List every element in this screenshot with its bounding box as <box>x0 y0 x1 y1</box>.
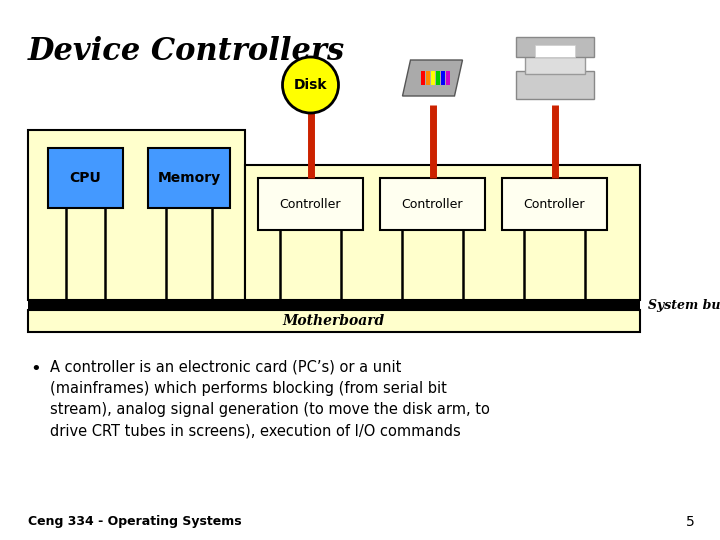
FancyBboxPatch shape <box>258 178 363 230</box>
Text: Controller: Controller <box>523 198 585 211</box>
FancyBboxPatch shape <box>516 71 593 99</box>
Text: stream), analog signal generation (to move the disk arm, to: stream), analog signal generation (to mo… <box>50 402 490 417</box>
FancyBboxPatch shape <box>245 165 640 300</box>
Text: •: • <box>30 360 41 378</box>
FancyBboxPatch shape <box>28 300 640 310</box>
Text: Controller: Controller <box>402 198 463 211</box>
Polygon shape <box>402 60 462 96</box>
FancyBboxPatch shape <box>502 178 607 230</box>
Polygon shape <box>441 71 444 85</box>
Text: Disk: Disk <box>294 78 328 92</box>
Polygon shape <box>446 71 449 85</box>
FancyBboxPatch shape <box>28 310 640 332</box>
FancyBboxPatch shape <box>148 148 230 208</box>
FancyBboxPatch shape <box>516 37 593 57</box>
FancyBboxPatch shape <box>380 178 485 230</box>
Polygon shape <box>426 71 430 85</box>
Polygon shape <box>436 71 439 85</box>
FancyBboxPatch shape <box>48 148 123 208</box>
Text: Ceng 334 - Operating Systems: Ceng 334 - Operating Systems <box>28 516 242 529</box>
Polygon shape <box>420 71 425 85</box>
Text: Device Controllers: Device Controllers <box>28 37 345 68</box>
Text: 5: 5 <box>686 515 695 529</box>
Text: CPU: CPU <box>70 171 102 185</box>
Text: Controller: Controller <box>280 198 341 211</box>
FancyBboxPatch shape <box>524 52 585 74</box>
Text: (mainframes) which performs blocking (from serial bit: (mainframes) which performs blocking (fr… <box>50 381 447 396</box>
Ellipse shape <box>282 57 338 113</box>
Text: A controller is an electronic card (PC’s) or a unit: A controller is an electronic card (PC’s… <box>50 360 401 375</box>
Text: Motherboard: Motherboard <box>283 314 385 328</box>
Text: drive CRT tubes in screens), execution of I/O commands: drive CRT tubes in screens), execution o… <box>50 423 461 438</box>
Text: System bus: System bus <box>648 299 720 312</box>
FancyBboxPatch shape <box>28 130 245 300</box>
Text: Memory: Memory <box>158 171 220 185</box>
Polygon shape <box>431 71 434 85</box>
FancyBboxPatch shape <box>534 45 575 57</box>
